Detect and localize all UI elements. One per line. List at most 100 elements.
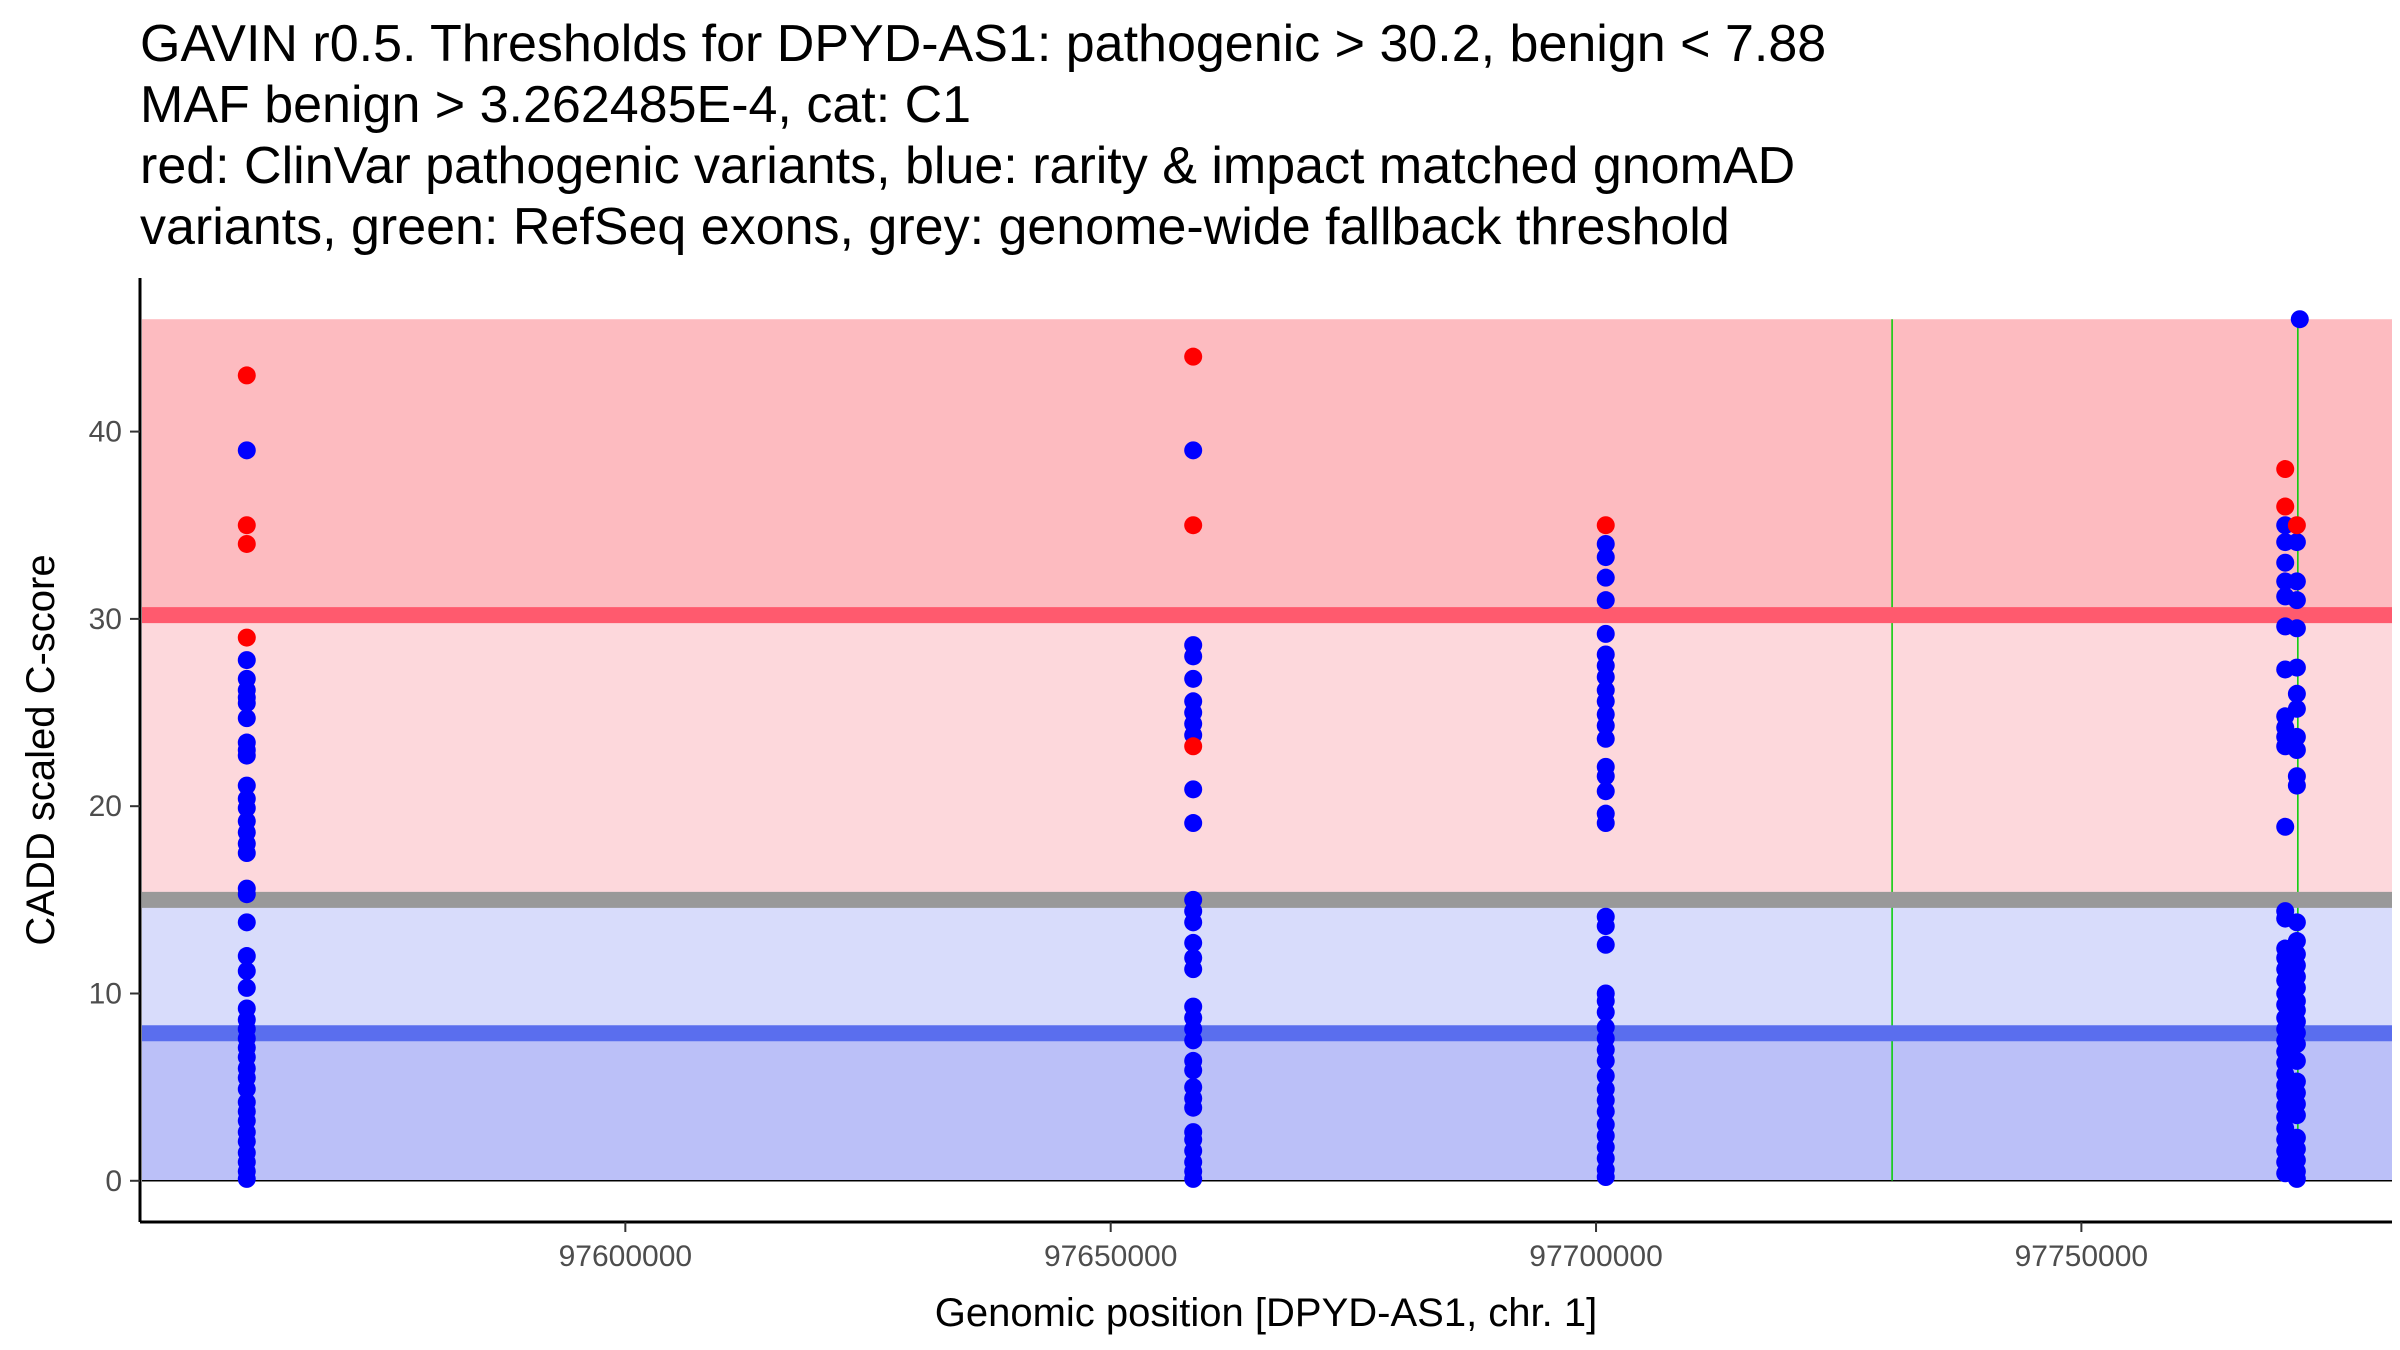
gnomad-point <box>2287 699 2306 718</box>
pathogenic-point <box>237 516 256 535</box>
pathogenic-point <box>1184 516 1203 535</box>
gnomad-point <box>237 799 256 818</box>
gnomad-point <box>1184 1169 1203 1188</box>
gnomad-point <box>237 913 256 932</box>
gnomad-point <box>1596 1066 1615 1085</box>
gnomad-point <box>237 1169 256 1188</box>
threshold-bands <box>142 319 2392 1182</box>
gnomad-point <box>237 441 256 460</box>
gnomad-point <box>2287 684 2306 703</box>
band-benign <box>142 1033 2392 1181</box>
chart-legend-text-line-1: red: ClinVar pathogenic variants, blue: … <box>140 137 1796 195</box>
pathogenic-point <box>237 628 256 647</box>
y-axis-title: CADD scaled C-score <box>19 554 63 945</box>
y-tick-label: 30 <box>89 603 122 636</box>
gnomad-point <box>1596 716 1615 735</box>
gnomad-point <box>1596 624 1615 643</box>
x-tick-label: 97700000 <box>1529 1240 1662 1273</box>
gnomad-point <box>2287 572 2306 591</box>
gnomad-point <box>237 844 256 863</box>
gnomad-point <box>2287 533 2306 552</box>
gnomad-point <box>1596 814 1615 833</box>
gnomad-point <box>1596 534 1615 553</box>
pathogenic-point <box>2276 460 2295 479</box>
y-tick-label: 40 <box>89 416 122 449</box>
pathogenic-point <box>2287 516 2306 535</box>
gnomad-point <box>1596 667 1615 686</box>
gnomad-point <box>1596 1102 1615 1121</box>
gnomad-point <box>2287 727 2306 746</box>
gnomad-point <box>237 947 256 966</box>
threshold-lines <box>142 607 2392 1042</box>
band-pathogenic <box>142 319 2392 616</box>
gnomad-point <box>1596 767 1615 786</box>
gnomad-point <box>2287 1051 2306 1070</box>
gnomad-point <box>1596 1003 1615 1022</box>
gnomad-point <box>1596 1051 1615 1070</box>
chart-title: GAVIN r0.5. Thresholds for DPYD-AS1: pat… <box>140 15 1827 73</box>
pathogenic-point <box>237 366 256 385</box>
gnomad-point <box>2287 1106 2306 1125</box>
y-tick-label: 20 <box>89 790 122 823</box>
pathogenic-point <box>2276 497 2295 516</box>
data-points <box>237 310 2309 1188</box>
gnomad-point <box>2287 932 2306 951</box>
gnomad-point <box>2287 741 2306 759</box>
gnomad-point <box>1596 692 1615 711</box>
x-tick-label: 97600000 <box>559 1240 692 1273</box>
gnomad-point <box>2287 776 2306 795</box>
band-likely-benign <box>142 899 2392 1034</box>
gnomad-point <box>1596 935 1615 954</box>
gnomad-point <box>2276 817 2295 836</box>
gnomad-point <box>1184 669 1203 688</box>
gnomad-point <box>2287 913 2306 932</box>
gnomad-point <box>1184 814 1203 833</box>
gnomad-point <box>1596 782 1615 801</box>
gnomad-point <box>2287 591 2306 610</box>
x-tick-label: 97650000 <box>1044 1240 1177 1273</box>
gnomad-point <box>1184 960 1203 979</box>
gnomad-point <box>1184 780 1203 799</box>
gnomad-point <box>2287 978 2306 997</box>
x-tick-label: 97750000 <box>2015 1240 2148 1273</box>
gnomad-point <box>2287 1169 2306 1188</box>
gnomad-point <box>237 651 256 670</box>
pathogenic-point <box>1184 347 1203 366</box>
gnomad-point <box>1184 441 1203 460</box>
pathogenic-point <box>1596 516 1615 535</box>
gnomad-point <box>237 746 256 765</box>
gnomad-point <box>2290 310 2309 329</box>
gnomad-point <box>1596 1168 1615 1187</box>
gnomad-point <box>2287 619 2306 638</box>
pathogenic-point <box>237 534 256 553</box>
gnomad-point <box>1596 917 1615 936</box>
gnomad-point <box>237 694 256 713</box>
axes: 0 10 20 30 40 97600000 97650000 97700000 9775000… <box>89 278 2392 1273</box>
gnomad-point <box>1184 933 1203 952</box>
gnomad-point <box>237 776 256 795</box>
gnomad-point <box>237 962 256 981</box>
gnomad-point <box>1184 1061 1203 1080</box>
gnomad-point <box>1184 647 1203 666</box>
chart-legend-text-line-2: variants, green: RefSeq exons, grey: gen… <box>140 198 1730 256</box>
x-axis-title: Genomic position [DPYD-AS1, chr. 1] <box>935 1291 1598 1335</box>
gnomad-point <box>237 709 256 728</box>
gnomad-point <box>1184 1031 1203 1050</box>
gnomad-point <box>2287 1035 2306 1054</box>
gnomad-point <box>1596 729 1615 748</box>
gnomad-point <box>2287 658 2306 677</box>
y-tick-label: 0 <box>105 1165 122 1198</box>
pathogenic-point <box>1184 737 1203 756</box>
chart-title-block: GAVIN r0.5. Thresholds for DPYD-AS1: pat… <box>140 14 2340 258</box>
band-likely-pathogenic <box>142 615 2392 900</box>
y-tick-label: 10 <box>89 977 122 1010</box>
chart-subtitle-maf: MAF benign > 3.262485E-4, cat: C1 <box>140 76 972 134</box>
gnomad-point <box>1184 913 1203 932</box>
gnomad-point <box>237 1080 256 1099</box>
gnomad-point <box>2276 553 2295 572</box>
gnomad-point <box>237 885 256 904</box>
gnomad-point <box>1596 548 1615 567</box>
gnomad-point <box>1184 1098 1203 1117</box>
gnomad-point <box>237 978 256 997</box>
